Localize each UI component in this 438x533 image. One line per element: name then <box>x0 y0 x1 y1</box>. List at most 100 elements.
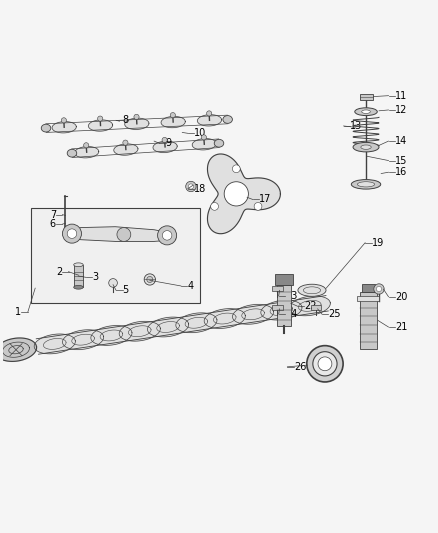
Bar <box>360 293 377 349</box>
Polygon shape <box>261 300 302 320</box>
Circle shape <box>254 203 262 211</box>
Text: 14: 14 <box>395 136 407 146</box>
Ellipse shape <box>223 116 233 123</box>
Ellipse shape <box>357 182 374 187</box>
Polygon shape <box>0 338 37 361</box>
Ellipse shape <box>74 263 83 266</box>
Bar <box>277 285 291 326</box>
Circle shape <box>233 165 240 173</box>
Text: 11: 11 <box>395 91 407 101</box>
Circle shape <box>186 181 196 192</box>
Text: 6: 6 <box>50 219 56 229</box>
Text: 3: 3 <box>92 272 99 282</box>
Circle shape <box>84 143 89 148</box>
Bar <box>360 94 372 100</box>
Text: 1: 1 <box>15 307 21 317</box>
Polygon shape <box>88 120 113 131</box>
Polygon shape <box>192 139 216 150</box>
Polygon shape <box>161 116 185 128</box>
Text: 20: 20 <box>395 292 407 302</box>
Circle shape <box>67 229 77 238</box>
Circle shape <box>376 286 381 292</box>
Polygon shape <box>52 122 76 133</box>
Bar <box>357 296 379 301</box>
Bar <box>311 304 321 310</box>
Ellipse shape <box>362 110 371 114</box>
Text: 23: 23 <box>285 291 297 301</box>
Polygon shape <box>198 115 222 126</box>
Bar <box>31 208 200 303</box>
Polygon shape <box>119 321 160 341</box>
Text: 16: 16 <box>395 167 407 177</box>
Text: 19: 19 <box>372 238 384 248</box>
Polygon shape <box>74 147 99 158</box>
Polygon shape <box>153 141 177 152</box>
Circle shape <box>211 203 219 211</box>
Polygon shape <box>114 144 138 155</box>
Circle shape <box>162 231 172 240</box>
Ellipse shape <box>361 145 371 149</box>
Ellipse shape <box>355 108 377 116</box>
Bar <box>272 304 283 310</box>
Circle shape <box>123 140 128 146</box>
Circle shape <box>109 279 117 287</box>
Polygon shape <box>63 330 104 350</box>
Ellipse shape <box>41 124 51 132</box>
Circle shape <box>63 224 81 243</box>
Circle shape <box>224 182 248 206</box>
Text: 12: 12 <box>395 105 407 115</box>
Circle shape <box>374 284 384 294</box>
Text: 8: 8 <box>123 115 129 125</box>
Ellipse shape <box>67 149 77 157</box>
Text: 7: 7 <box>50 209 56 220</box>
Circle shape <box>98 116 103 121</box>
Circle shape <box>207 111 212 116</box>
Circle shape <box>61 118 67 123</box>
Text: 17: 17 <box>259 195 272 205</box>
Text: 13: 13 <box>350 121 362 131</box>
Bar <box>275 274 293 285</box>
Polygon shape <box>125 118 149 130</box>
Text: 24: 24 <box>285 309 297 319</box>
Text: 2: 2 <box>56 266 62 277</box>
Bar <box>74 265 83 287</box>
Ellipse shape <box>214 139 224 147</box>
Polygon shape <box>64 227 176 241</box>
Polygon shape <box>34 334 75 354</box>
Polygon shape <box>208 154 280 233</box>
Circle shape <box>158 226 177 245</box>
Circle shape <box>313 352 337 376</box>
Text: 21: 21 <box>395 322 407 332</box>
Circle shape <box>144 274 155 285</box>
Text: 9: 9 <box>166 138 172 148</box>
Circle shape <box>318 357 332 371</box>
Text: 15: 15 <box>395 156 407 166</box>
Text: 18: 18 <box>194 184 207 193</box>
Circle shape <box>134 114 139 119</box>
Circle shape <box>170 112 176 118</box>
Bar <box>272 286 283 291</box>
Circle shape <box>147 277 153 282</box>
Ellipse shape <box>298 284 326 296</box>
Polygon shape <box>233 304 274 324</box>
Text: 26: 26 <box>294 362 306 372</box>
Text: 10: 10 <box>194 128 207 138</box>
Text: 4: 4 <box>187 281 194 291</box>
Text: 25: 25 <box>328 309 341 319</box>
Polygon shape <box>289 296 330 316</box>
Bar <box>362 284 374 293</box>
Ellipse shape <box>353 142 379 152</box>
Ellipse shape <box>351 180 381 189</box>
Polygon shape <box>204 309 245 328</box>
Circle shape <box>117 228 131 241</box>
Polygon shape <box>148 317 189 337</box>
Ellipse shape <box>74 285 83 289</box>
Polygon shape <box>91 326 132 345</box>
Circle shape <box>307 345 343 382</box>
Circle shape <box>188 184 194 189</box>
Text: 5: 5 <box>123 285 129 295</box>
Polygon shape <box>176 313 217 333</box>
Circle shape <box>201 135 206 140</box>
Circle shape <box>162 138 167 143</box>
Text: 22: 22 <box>304 301 317 311</box>
